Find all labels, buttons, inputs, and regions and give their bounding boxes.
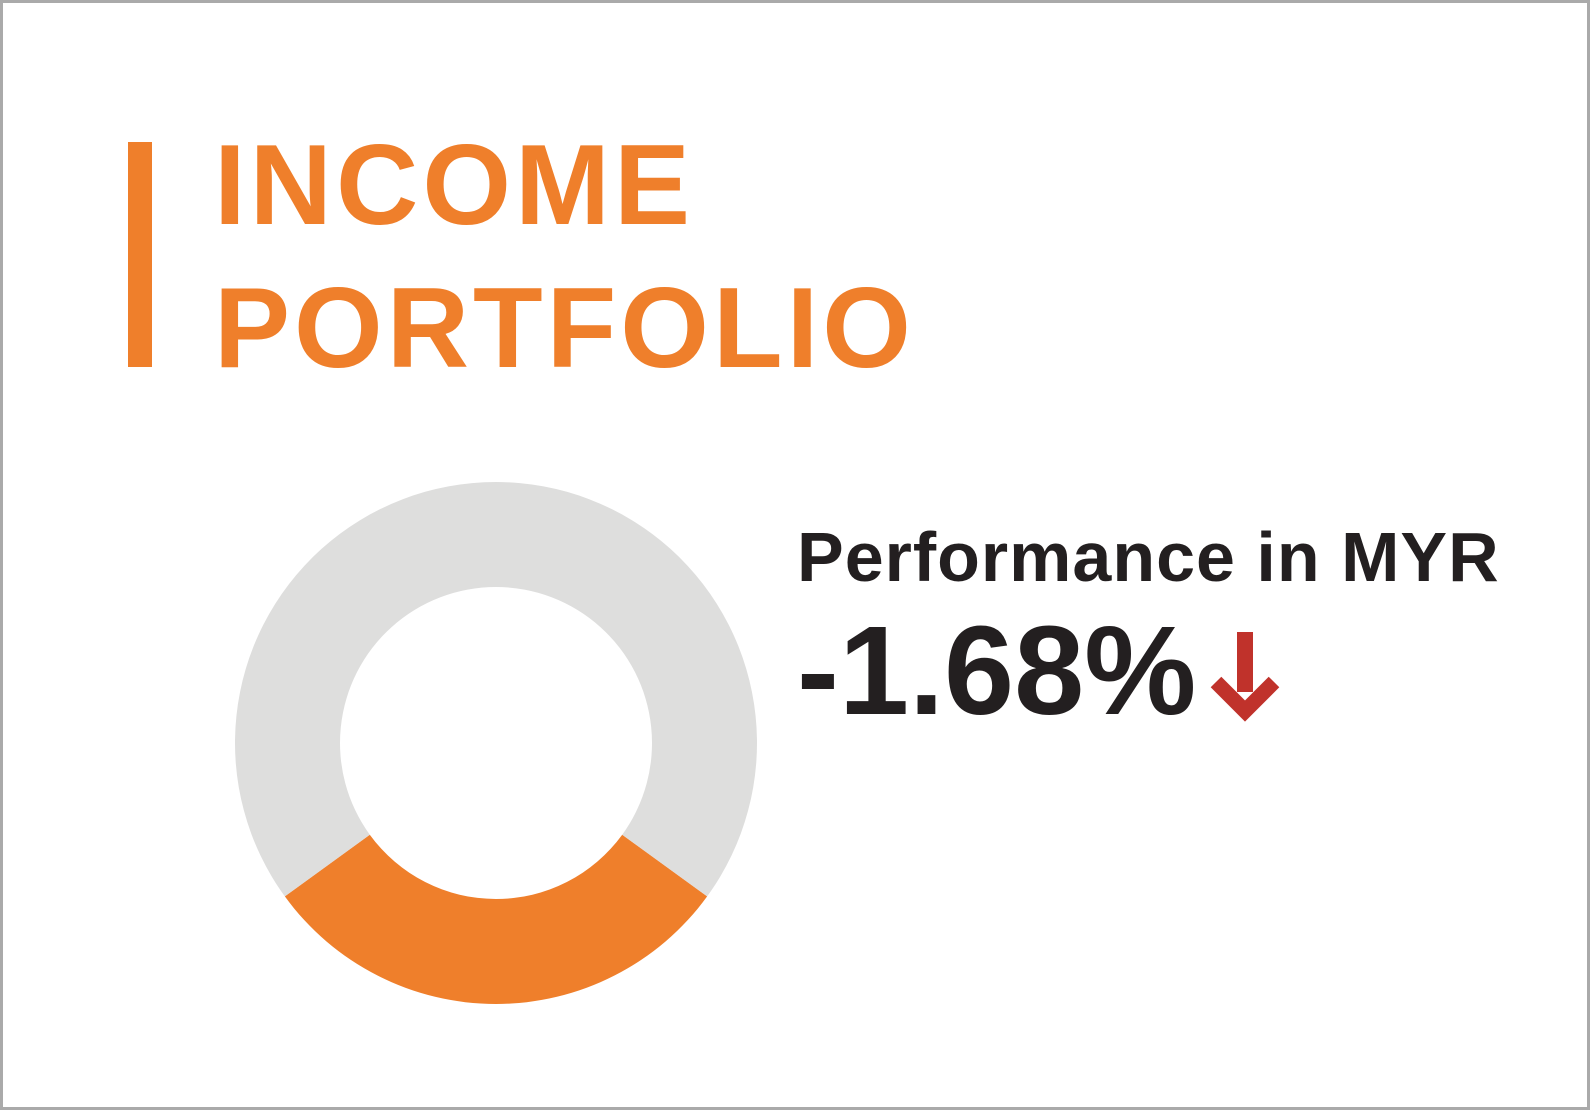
donut-slice-1 bbox=[234, 481, 757, 897]
arrow-down-icon bbox=[1210, 632, 1280, 722]
performance-value: -1.68% bbox=[797, 600, 1197, 741]
performance-row: -1.68% bbox=[797, 608, 1280, 734]
title-line-2: PORTFOLIO bbox=[214, 265, 915, 392]
title-accent-bar bbox=[128, 142, 152, 367]
performance-label: Performance in MYR bbox=[797, 518, 1500, 596]
donut-slice-0 bbox=[284, 834, 708, 1005]
title-line-1: INCOME bbox=[214, 122, 694, 249]
